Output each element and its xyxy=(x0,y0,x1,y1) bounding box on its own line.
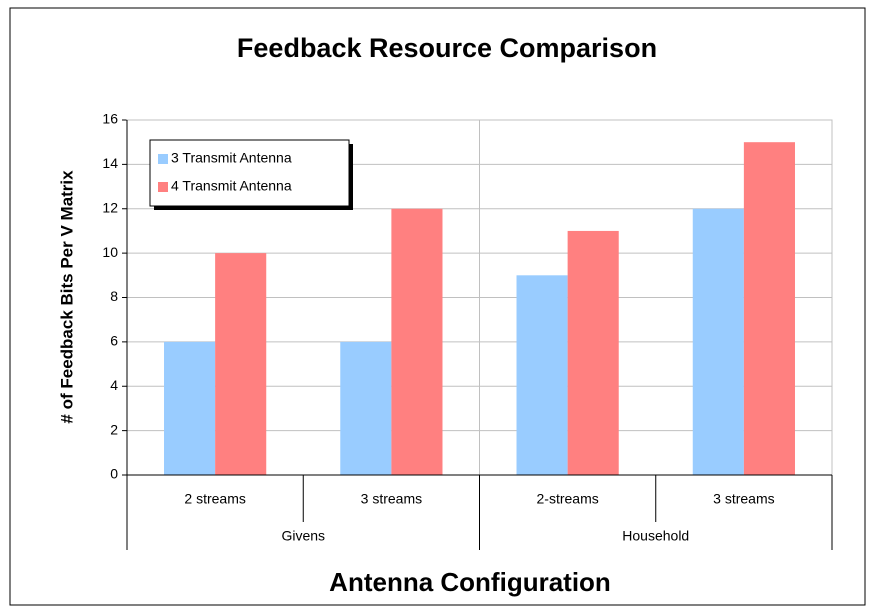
x-tick-label: 2 streams xyxy=(184,491,245,507)
legend-swatch xyxy=(158,182,168,192)
y-tick-label: 2 xyxy=(110,421,118,437)
x-axis-title: Antenna Configuration xyxy=(329,567,611,597)
y-tick-label: 12 xyxy=(102,199,118,215)
x-tick-label: 3 streams xyxy=(361,491,422,507)
bar xyxy=(391,208,443,475)
y-tick-label: 0 xyxy=(110,466,118,482)
legend-swatch xyxy=(158,154,168,164)
y-tick-label: 10 xyxy=(102,244,118,260)
y-axis-title: # of Feedback Bits Per V Matrix xyxy=(57,170,76,424)
bar xyxy=(692,208,744,475)
x-group-label: Givens xyxy=(281,528,325,544)
y-tick-label: 8 xyxy=(110,288,118,304)
y-tick-label: 6 xyxy=(110,333,118,349)
x-group-label: Household xyxy=(622,528,689,544)
y-tick-label: 4 xyxy=(110,377,118,393)
bar xyxy=(340,341,392,475)
x-tick-label: 2-streams xyxy=(537,491,599,507)
legend-label: 3 Transmit Antenna xyxy=(171,150,292,166)
legend xyxy=(149,139,350,207)
y-tick-label: 16 xyxy=(102,111,118,127)
bar xyxy=(215,253,267,475)
chart-title: Feedback Resource Comparison xyxy=(237,33,657,63)
bar xyxy=(743,142,795,475)
x-tick-label: 3 streams xyxy=(713,491,774,507)
bar xyxy=(164,341,216,475)
legend-label: 4 Transmit Antenna xyxy=(171,178,292,194)
bar xyxy=(516,275,568,475)
bar xyxy=(567,230,619,475)
y-tick-label: 14 xyxy=(102,155,118,171)
